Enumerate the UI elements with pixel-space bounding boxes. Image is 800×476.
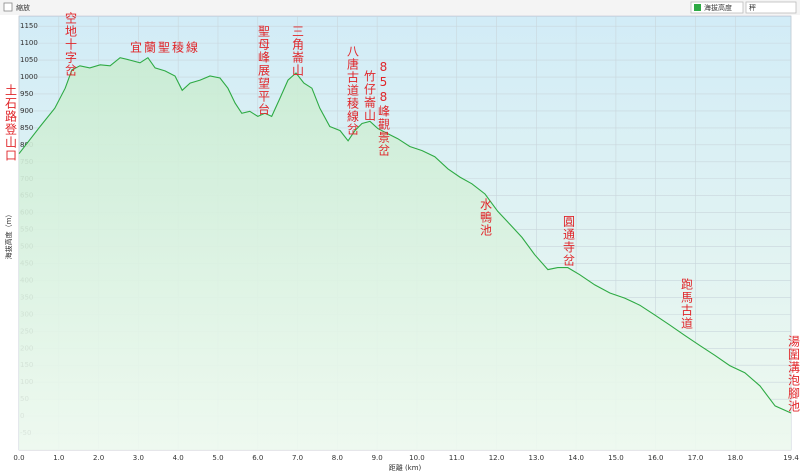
series-select-label: 海拔高度 (704, 3, 732, 12)
elevation-line (18, 56, 792, 414)
x-tick-label: 7.0 (292, 454, 303, 462)
annotation: 跑馬古道 (680, 278, 694, 330)
annotation: 圓通寺岔 (562, 215, 576, 267)
x-tick-label: 18.0 (727, 454, 743, 462)
y-tick-label: 1000 (20, 73, 38, 81)
annotation: 858峰觀景岔 (377, 60, 391, 157)
annotation: 八唐古道稜線岔 (346, 45, 360, 136)
x-tick-label: 4.0 (173, 454, 184, 462)
y-axis-title: 海拔高度（m） (4, 211, 13, 260)
unit-select[interactable] (745, 1, 797, 14)
series-swatch (694, 4, 701, 11)
x-tick-label: 19.4 (783, 454, 799, 462)
annotation: 聖母峰展望平台 (257, 25, 271, 116)
x-axis-title: 距離 (km) (389, 463, 422, 472)
annotation: 三角崙山 (291, 25, 305, 77)
y-tick-label: 1100 (20, 39, 38, 47)
zoom-label: 縮放 (16, 3, 30, 12)
annotation: 湯圍溝泡腳池 (787, 335, 800, 413)
y-tick-label: 950 (20, 90, 33, 98)
annotation: 竹仔崙山 (363, 70, 377, 122)
x-tick-label: 16.0 (648, 454, 664, 462)
y-tick-label: 900 (20, 107, 33, 115)
x-tick-label: 13.0 (529, 454, 545, 462)
y-tick-label: 850 (20, 124, 33, 132)
x-tick-label: 9.0 (372, 454, 383, 462)
annotation: 水鴨池 (479, 198, 493, 237)
annotation: 空地十字岔 (64, 12, 78, 77)
unit-select-label: 秤 (749, 3, 756, 12)
x-tick-label: 10.0 (409, 454, 425, 462)
x-tick-label: 0.0 (13, 454, 24, 462)
x-tick-label: 8.0 (332, 454, 343, 462)
y-tick-label: 1150 (20, 22, 38, 30)
x-tick-label: 3.0 (133, 454, 144, 462)
x-tick-label: 6.0 (252, 454, 263, 462)
x-tick-label: 11.0 (449, 454, 465, 462)
x-tick-label: 5.0 (212, 454, 223, 462)
x-tick-label: 12.0 (489, 454, 505, 462)
x-tick-label: 15.0 (608, 454, 624, 462)
x-tick-label: 2.0 (93, 454, 104, 462)
toolbar (0, 0, 800, 15)
annotation: 宜蘭聖稜線 (130, 40, 200, 55)
x-tick-label: 17.0 (688, 454, 704, 462)
zoom-checkbox[interactable] (3, 2, 13, 12)
series-select[interactable] (690, 1, 744, 14)
x-tick-label: 1.0 (53, 454, 64, 462)
y-tick-label: 1050 (20, 56, 38, 64)
annotation: 土石路登山口 (4, 84, 18, 162)
x-tick-label: 14.0 (568, 454, 584, 462)
area-fill (19, 57, 791, 450)
